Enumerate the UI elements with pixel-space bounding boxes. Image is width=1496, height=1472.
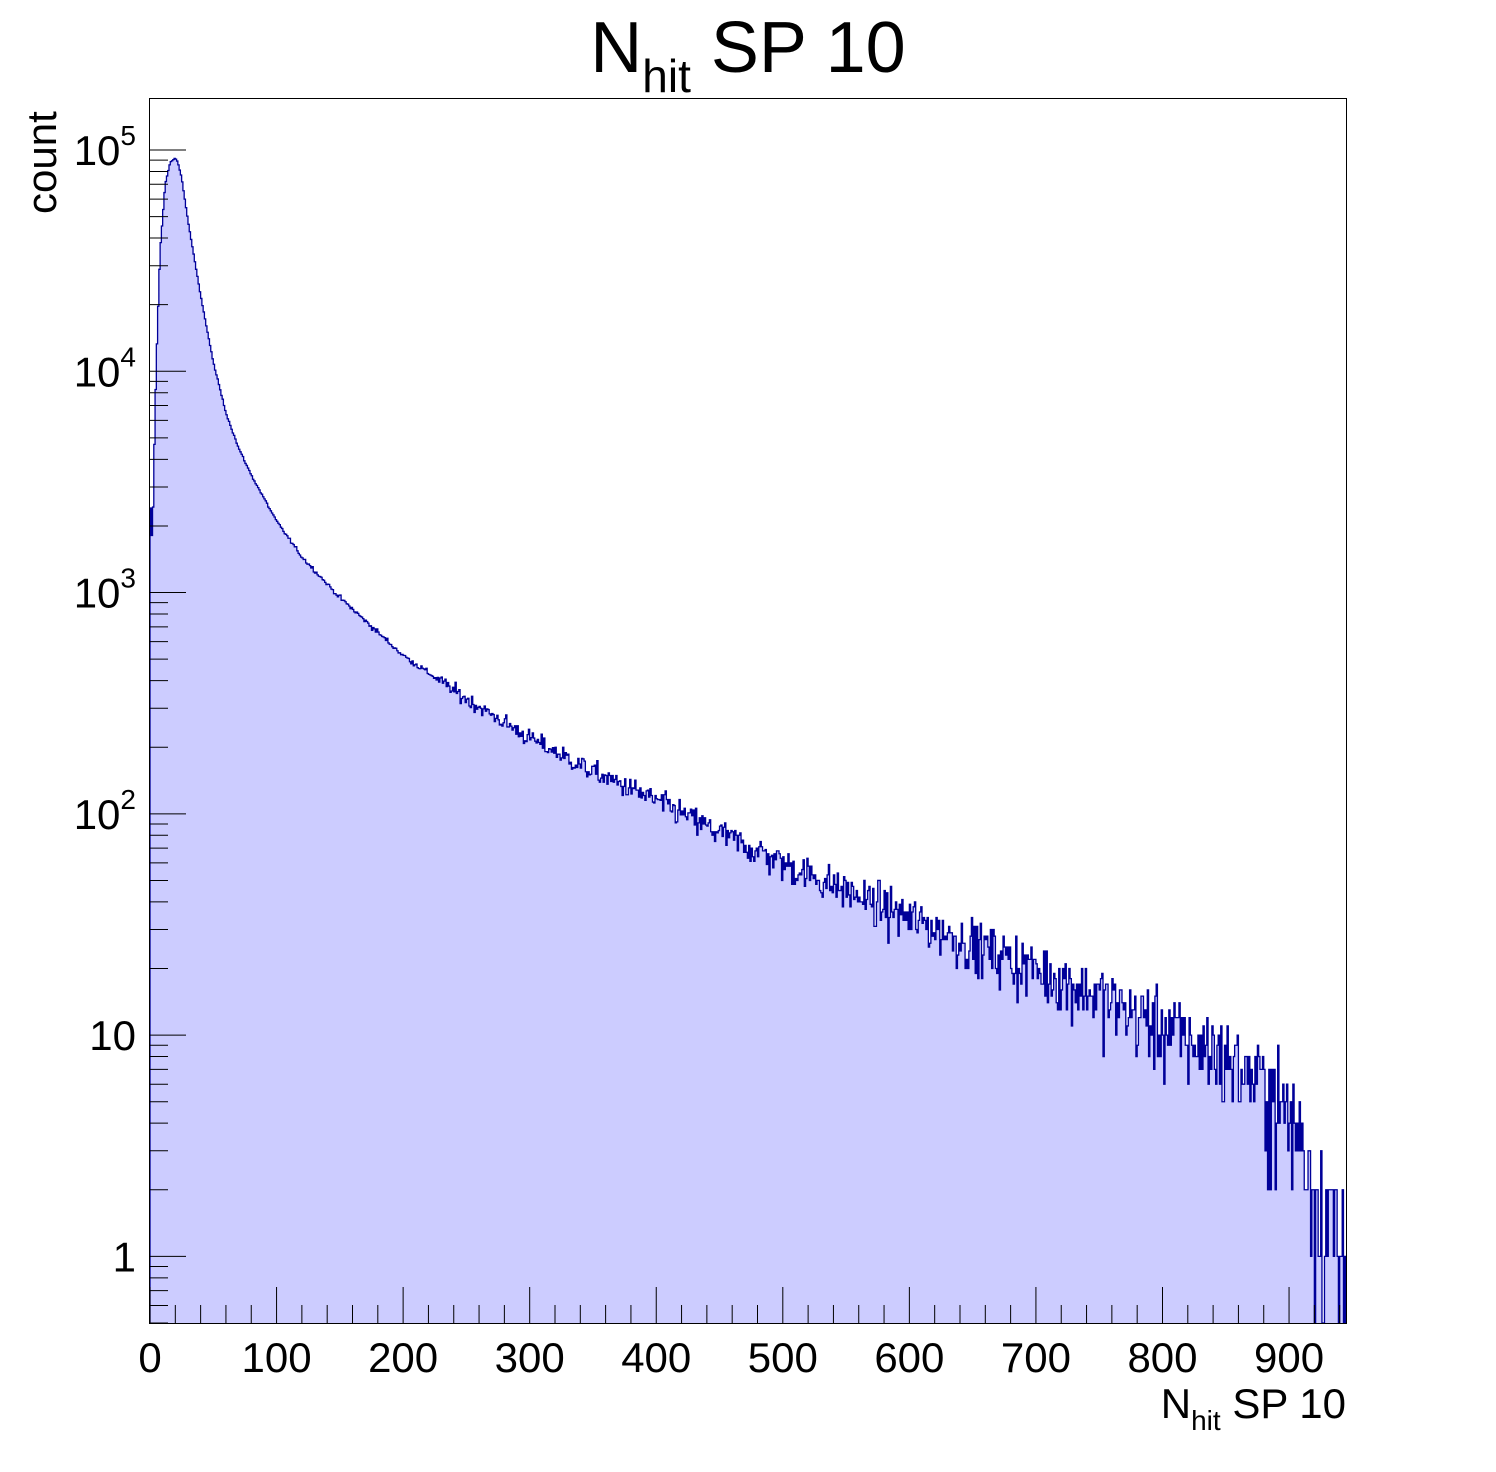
y-tick-label: 104 — [74, 341, 136, 395]
x-tick-label: 700 — [1001, 1334, 1071, 1381]
y-tick-label: 102 — [74, 784, 136, 838]
x-tick-label: 500 — [748, 1334, 818, 1381]
xlabel-rest: SP 10 — [1221, 1380, 1346, 1427]
plot-frame — [149, 98, 1347, 1324]
title-sub: hit — [642, 50, 691, 102]
plot-area — [149, 157, 1347, 1324]
y-tick-label: 103 — [74, 563, 136, 617]
x-tick-label: 900 — [1254, 1334, 1324, 1381]
title-main: N — [590, 8, 642, 88]
x-tick-label: 400 — [621, 1334, 691, 1381]
x-axis-title: Nhit SP 10 — [1161, 1380, 1346, 1436]
y-tick-label: 10 — [89, 1012, 136, 1059]
y-tick-label: 105 — [74, 120, 136, 174]
x-tick-label: 300 — [495, 1334, 565, 1381]
y-tick-label: 1 — [113, 1233, 136, 1280]
y-axis-title: count — [18, 111, 65, 214]
x-tick-label: 0 — [138, 1334, 161, 1381]
title-rest: SP 10 — [691, 8, 906, 88]
x-tick-label: 100 — [242, 1334, 312, 1381]
x-tick-label: 600 — [874, 1334, 944, 1381]
histogram-line — [149, 157, 1347, 1324]
x-tick-label: 200 — [368, 1334, 438, 1381]
x-tick-label: 800 — [1127, 1334, 1197, 1381]
chart-title: Nhit SP 10 — [590, 8, 905, 102]
histogram-fill — [150, 158, 1346, 1324]
xlabel-main: N — [1161, 1380, 1191, 1427]
xlabel-sub: hit — [1191, 1405, 1221, 1436]
x-axis-ticks: 0 100 200 300 400 500 600 700 800 900 — [138, 1287, 1341, 1381]
y-axis-ticks: 1 10 102 103 104 105 — [74, 120, 186, 1324]
